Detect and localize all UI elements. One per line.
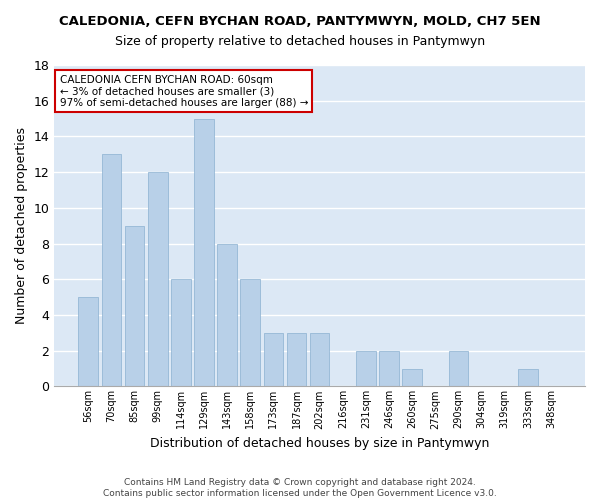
Bar xyxy=(125,226,145,386)
Bar xyxy=(101,154,121,386)
X-axis label: Distribution of detached houses by size in Pantymwyn: Distribution of detached houses by size … xyxy=(150,437,490,450)
Bar xyxy=(148,172,167,386)
Y-axis label: Number of detached properties: Number of detached properties xyxy=(15,127,28,324)
Bar xyxy=(263,333,283,386)
Bar xyxy=(379,350,399,386)
Bar xyxy=(79,297,98,386)
Bar xyxy=(287,333,307,386)
Text: Size of property relative to detached houses in Pantymwyn: Size of property relative to detached ho… xyxy=(115,35,485,48)
Bar xyxy=(194,118,214,386)
Bar xyxy=(356,350,376,386)
Bar xyxy=(310,333,329,386)
Bar xyxy=(403,368,422,386)
Text: CALEDONIA, CEFN BYCHAN ROAD, PANTYMWYN, MOLD, CH7 5EN: CALEDONIA, CEFN BYCHAN ROAD, PANTYMWYN, … xyxy=(59,15,541,28)
Text: Contains HM Land Registry data © Crown copyright and database right 2024.
Contai: Contains HM Land Registry data © Crown c… xyxy=(103,478,497,498)
Bar xyxy=(241,280,260,386)
Text: CALEDONIA CEFN BYCHAN ROAD: 60sqm
← 3% of detached houses are smaller (3)
97% of: CALEDONIA CEFN BYCHAN ROAD: 60sqm ← 3% o… xyxy=(59,74,308,108)
Bar xyxy=(518,368,538,386)
Bar xyxy=(217,244,237,386)
Bar xyxy=(449,350,469,386)
Bar xyxy=(171,280,191,386)
